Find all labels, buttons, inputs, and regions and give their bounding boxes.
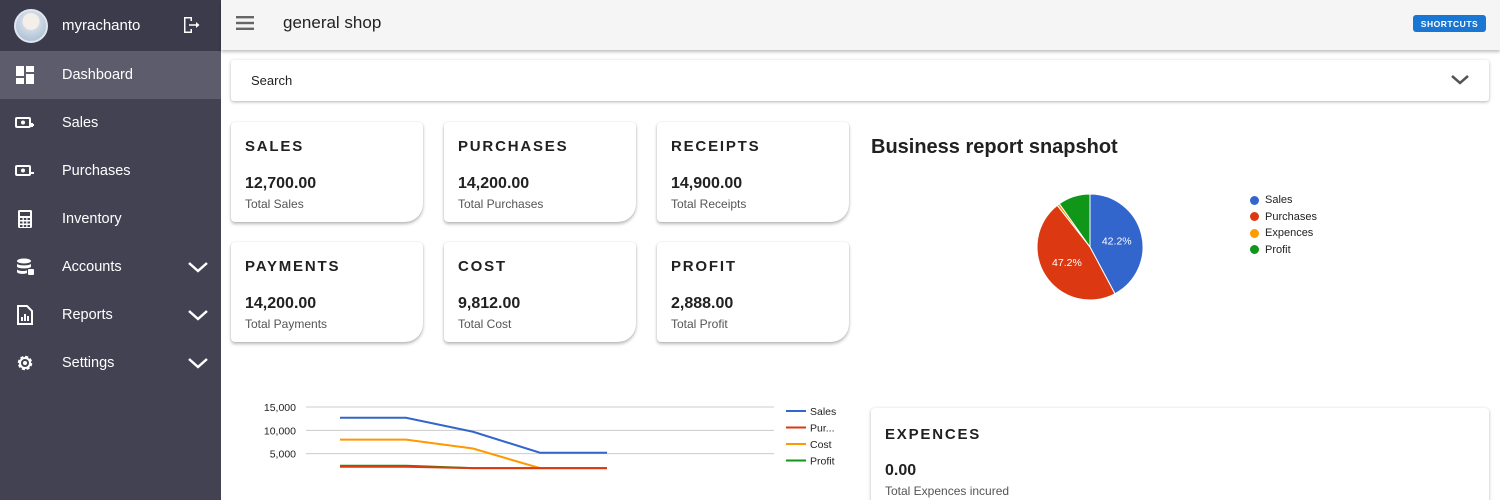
card-value: 9,812.00 xyxy=(458,295,521,312)
legend-item-expences[interactable]: Expences xyxy=(1250,225,1317,242)
avatar[interactable] xyxy=(14,8,48,43)
logout-icon[interactable] xyxy=(181,15,201,35)
chevron-down-icon[interactable] xyxy=(187,354,209,372)
search-expander[interactable]: Search xyxy=(231,60,1489,101)
sidebar-item-settings[interactable]: Settings xyxy=(0,339,221,387)
legend-label[interactable]: Cost xyxy=(810,439,832,451)
card-value: 12,700.00 xyxy=(245,175,317,192)
sidebar-item-sales[interactable]: Sales xyxy=(0,99,221,147)
calculator-icon xyxy=(18,210,32,228)
shortcuts-button[interactable]: SHORTCUTS xyxy=(1413,15,1486,32)
sidebar-item-inventory[interactable]: Inventory xyxy=(0,195,221,243)
username: myrachanto xyxy=(62,17,141,34)
series-line-purchases xyxy=(340,465,607,470)
series-line-sales xyxy=(340,416,607,454)
pie-legend: Sales Purchases Expences Profit xyxy=(1250,192,1317,258)
line-chart: 15,000 10,000 5,000 Sales Pur... Cost Profit xyxy=(264,402,836,470)
chevron-down-icon[interactable] xyxy=(187,306,209,324)
legend-label: Expences xyxy=(1265,227,1314,240)
sidebar-item-accounts[interactable]: Accounts xyxy=(0,243,221,291)
legend-swatch xyxy=(1250,245,1259,255)
sidebar-item-label: Dashboard xyxy=(62,67,133,83)
card-title: EXPENCES xyxy=(885,426,982,443)
app-title: general shop xyxy=(283,13,382,32)
expences-card: EXPENCES 0.00 Total Expences incured xyxy=(871,408,1489,500)
report-title: Business report snapshot xyxy=(871,136,1118,158)
sidebar: myrachanto Dashboard Sales Purchases xyxy=(0,0,221,500)
pie-data-label: 47.2% xyxy=(1052,257,1082,269)
legend-swatch xyxy=(1250,212,1259,222)
cost-card: COST 9,812.00 Total Cost xyxy=(444,242,636,342)
card-subtitle: Total Sales xyxy=(245,197,304,211)
sidebar-item-label: Settings xyxy=(62,355,115,371)
gear-icon xyxy=(17,355,33,371)
legend-label[interactable]: Pur... xyxy=(810,423,835,435)
pie-slice-sales xyxy=(1089,193,1144,295)
sidebar-item-label: Sales xyxy=(62,115,99,131)
card-value: 2,888.00 xyxy=(671,295,734,312)
card-title: PROFIT xyxy=(671,258,737,275)
card-value: 14,200.00 xyxy=(245,295,317,312)
purchases-card: PURCHASES 14,200.00 Total Purchases xyxy=(444,122,636,222)
sidebar-item-label: Purchases xyxy=(62,163,131,179)
legend-label[interactable]: Sales xyxy=(810,406,836,418)
card-title: COST xyxy=(458,258,507,275)
legend-label: Sales xyxy=(1265,194,1293,207)
sales-icon xyxy=(15,117,34,128)
legend-item-profit[interactable]: Profit xyxy=(1250,242,1317,259)
receipts-card: RECEIPTS 14,900.00 Total Receipts xyxy=(657,122,849,222)
menu-icon[interactable] xyxy=(235,13,255,33)
profit-card: PROFIT 2,888.00 Total Profit xyxy=(657,242,849,342)
legend-swatch xyxy=(1250,228,1259,238)
payments-card: PAYMENTS 14,200.00 Total Payments xyxy=(231,242,423,342)
card-title: RECEIPTS xyxy=(671,138,761,155)
sales-card: SALES 12,700.00 Total Sales xyxy=(231,122,423,222)
legend-label[interactable]: Profit xyxy=(810,456,835,468)
sidebar-item-reports[interactable]: Reports xyxy=(0,291,221,339)
card-subtitle: Total Purchases xyxy=(458,197,544,211)
pie-slice-purchases xyxy=(1036,204,1116,301)
card-value: 0.00 xyxy=(885,462,917,479)
sidebar-item-label: Accounts xyxy=(62,259,122,275)
sidebar-item-label: Inventory xyxy=(62,211,122,227)
topbar: general shop SHORTCUTS xyxy=(221,0,1500,50)
legend-label: Profit xyxy=(1265,243,1291,256)
y-tick-label: 5,000 xyxy=(270,449,296,461)
pie-data-label: 42.2% xyxy=(1102,235,1132,247)
card-subtitle: Total Profit xyxy=(671,317,728,331)
database-icon xyxy=(17,258,34,275)
chevron-down-icon[interactable] xyxy=(187,258,209,276)
search-label: Search xyxy=(251,73,293,88)
report-icon xyxy=(17,305,33,325)
legend-label: Purchases xyxy=(1265,210,1317,223)
dashboard-icon xyxy=(16,66,34,84)
sidebar-item-dashboard[interactable]: Dashboard xyxy=(0,51,221,99)
card-subtitle: Total Expences incured xyxy=(885,484,1010,498)
legend-item-purchases[interactable]: Purchases xyxy=(1250,209,1317,226)
card-subtitle: Total Cost xyxy=(458,317,512,331)
sidebar-item-purchases[interactable]: Purchases xyxy=(0,147,221,195)
legend-item-sales[interactable]: Sales xyxy=(1250,192,1317,209)
y-tick-label: 10,000 xyxy=(264,425,296,437)
pie-chart: 42.2% 47.2% xyxy=(1036,193,1144,301)
purchases-icon xyxy=(15,165,34,176)
card-title: SALES xyxy=(245,138,305,155)
card-subtitle: Total Payments xyxy=(245,317,328,331)
card-value: 14,200.00 xyxy=(458,175,530,192)
card-title: PAYMENTS xyxy=(245,258,341,275)
y-tick-label: 15,000 xyxy=(264,402,296,414)
card-title: PURCHASES xyxy=(458,138,569,155)
pie-slice-profit xyxy=(1058,193,1091,249)
chevron-down-icon[interactable] xyxy=(1449,72,1471,88)
legend-swatch xyxy=(1250,195,1259,205)
card-subtitle: Total Receipts xyxy=(671,197,747,211)
sidebar-item-label: Reports xyxy=(62,307,113,323)
card-value: 14,900.00 xyxy=(671,175,743,192)
